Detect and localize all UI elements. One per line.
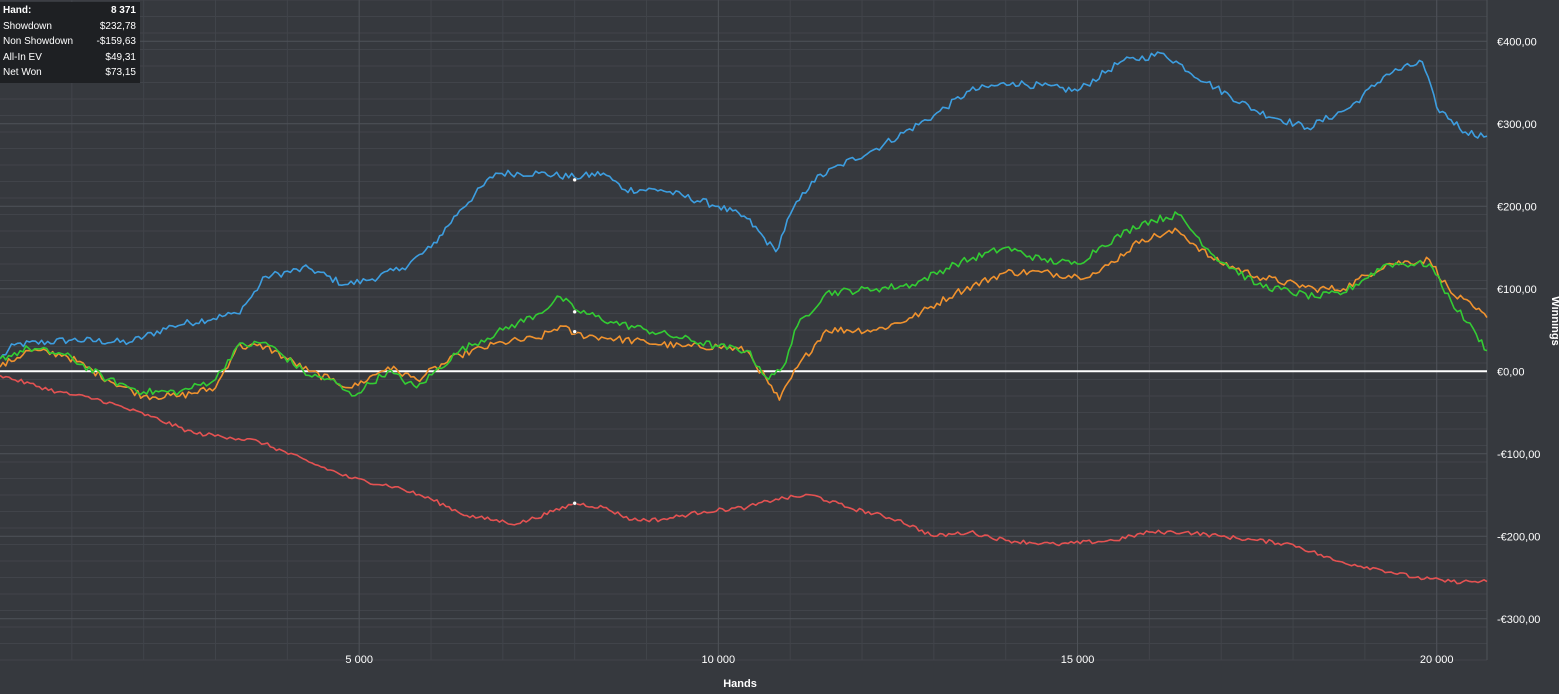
y-tick-label: €200,00 [1497,201,1537,213]
info-label: Showdown [3,20,52,32]
info-value: $73,15 [105,67,136,78]
x-tick-label: 5 000 [345,654,373,666]
info-row-showdown: Showdown $232,78 [0,19,140,35]
info-row-net-won: Net Won $73,15 [0,65,140,81]
hover-marker-dot [572,329,577,334]
x-axis-label: Hands [723,678,757,690]
info-label: Hand: [3,5,32,16]
y-axis-label: Winnings [1549,296,1559,345]
series-lines [0,51,1488,585]
y-tick-label: -€300,00 [1497,614,1540,626]
y-tick-label: €0,00 [1497,366,1525,378]
y-tick-label: -€100,00 [1497,449,1540,461]
info-value: -$159,63 [96,36,136,47]
x-tick-label: 10 000 [702,654,736,666]
hover-markers [572,177,577,506]
x-tick-label: 15 000 [1061,654,1095,666]
y-tick-label: €100,00 [1497,284,1537,296]
info-label: Non Showdown [3,36,74,47]
info-value: $49,31 [105,51,136,63]
info-row-all-in-ev: All-In EV $49,31 [0,50,140,66]
series-line-4 [0,374,1488,585]
series-line-2 [0,227,1488,401]
y-tick-label: -€200,00 [1497,531,1540,543]
series-line-3 [0,211,1488,397]
info-value: $232,78 [99,20,136,32]
info-label: All-In EV [3,51,42,63]
hover-marker-dot [572,177,577,183]
info-value: 8 371 [110,5,136,16]
hover-marker-dot [572,501,577,506]
info-label: Net Won [3,67,42,78]
minor-grid [0,0,1487,661]
hover-marker-dot [572,309,577,315]
info-row-hand: Hand: 8 371 [0,3,140,19]
x-tick-label: 20 000 [1420,654,1454,666]
info-row-non-showdown: Non Showdown -$159,63 [0,34,140,50]
hand-info-box: Hand: 8 371 Showdown $232,78 Non Showdow… [0,2,140,83]
y-axis-ticks: €400,00 €300,00 €200,00 €100,00 €0,00 -€100,0… [1497,36,1540,626]
y-tick-label: €400,00 [1497,36,1537,48]
series-line-1 [0,51,1488,360]
y-tick-label: €300,00 [1497,119,1537,131]
x-axis-ticks: 5 000 10 000 15 000 20 000 [345,654,1453,666]
